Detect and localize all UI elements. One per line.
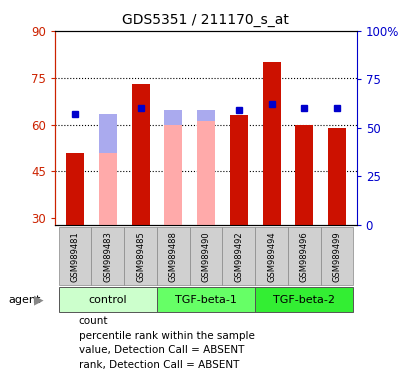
FancyBboxPatch shape (254, 227, 287, 285)
Bar (66, 153, 84, 225)
Text: count: count (79, 316, 108, 326)
FancyBboxPatch shape (58, 227, 91, 285)
Text: rank, Detection Call = ABSENT: rank, Detection Call = ABSENT (79, 360, 238, 370)
FancyBboxPatch shape (189, 227, 222, 285)
Bar (197, 121, 214, 225)
FancyBboxPatch shape (287, 227, 320, 285)
Bar (197, 110, 214, 225)
Text: GSM989485: GSM989485 (136, 231, 145, 282)
FancyBboxPatch shape (58, 287, 157, 313)
Text: GSM989481: GSM989481 (70, 231, 79, 282)
FancyBboxPatch shape (91, 227, 124, 285)
FancyBboxPatch shape (222, 227, 254, 285)
FancyBboxPatch shape (124, 227, 157, 285)
Bar (229, 115, 247, 225)
Bar (99, 114, 117, 225)
Text: percentile rank within the sample: percentile rank within the sample (79, 331, 254, 341)
FancyBboxPatch shape (157, 227, 189, 285)
FancyBboxPatch shape (254, 287, 353, 313)
Bar (327, 127, 345, 225)
Bar (294, 124, 312, 225)
Text: GSM989492: GSM989492 (234, 231, 243, 281)
Text: control: control (88, 295, 127, 305)
Text: agent: agent (8, 295, 40, 305)
Text: GSM989494: GSM989494 (266, 231, 275, 281)
Text: ▶: ▶ (34, 293, 44, 306)
Text: TGF-beta-2: TGF-beta-2 (273, 295, 335, 305)
Text: GDS5351 / 211170_s_at: GDS5351 / 211170_s_at (121, 13, 288, 27)
Text: GSM989488: GSM989488 (169, 231, 178, 282)
Text: GSM989483: GSM989483 (103, 231, 112, 282)
Text: GSM989490: GSM989490 (201, 231, 210, 281)
Text: value, Detection Call = ABSENT: value, Detection Call = ABSENT (79, 345, 243, 355)
Text: GSM989496: GSM989496 (299, 231, 308, 282)
Text: TGF-beta-1: TGF-beta-1 (175, 295, 236, 305)
Bar (164, 110, 182, 225)
Text: GSM989499: GSM989499 (332, 231, 341, 281)
FancyBboxPatch shape (157, 287, 254, 313)
Bar (131, 84, 149, 225)
Bar (262, 62, 280, 225)
Bar (164, 124, 182, 225)
Bar (99, 153, 117, 225)
FancyBboxPatch shape (320, 227, 353, 285)
